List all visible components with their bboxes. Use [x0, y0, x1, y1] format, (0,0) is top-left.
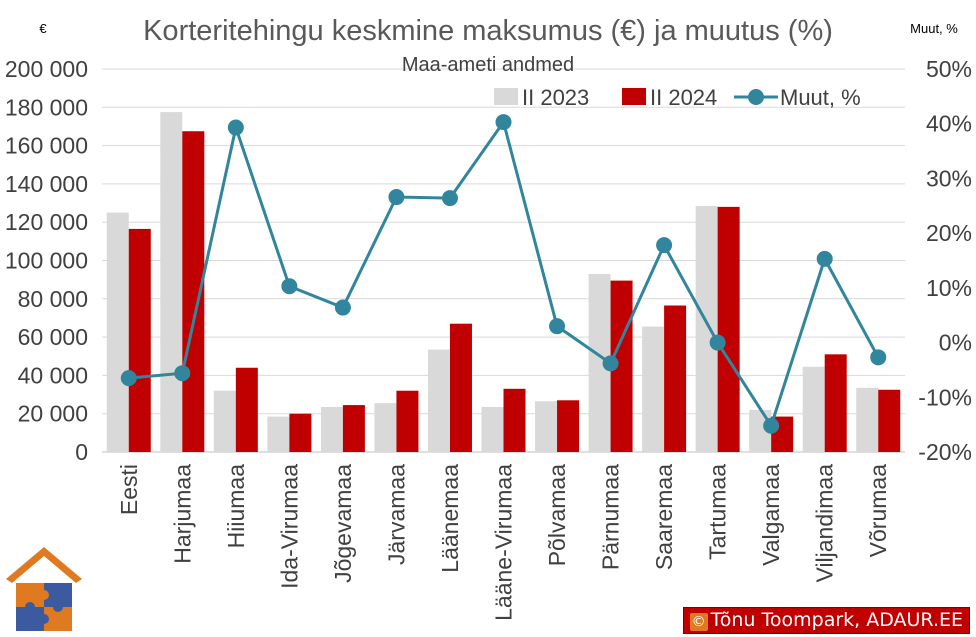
change-point — [120, 370, 137, 387]
change-point — [816, 250, 833, 267]
left-tick-label: 20 000 — [18, 401, 88, 427]
category-label: Eesti — [116, 464, 142, 515]
bar-2023 — [588, 273, 611, 452]
chart-subtitle: Maa-ameti andmed — [402, 54, 574, 76]
right-tick-label: 10% — [926, 275, 972, 301]
bar-2024 — [396, 390, 419, 452]
bar-2024 — [824, 354, 847, 452]
change-point — [656, 237, 673, 254]
left-axis-unit: € — [39, 21, 47, 36]
category-labels: Eesti Harjumaa Hiiumaa Ida-Virumaa Jõgevamaa… — [116, 464, 891, 621]
legend-swatch-2024 — [622, 88, 646, 105]
right-tick-label: 20% — [926, 220, 972, 246]
chart-title: Korteritehingu keskmine maksumus (€) ja … — [143, 15, 833, 47]
bar-2023 — [106, 212, 129, 452]
change-point — [709, 334, 726, 351]
credit-text: Tõnu Toompark, ADAUR.EE — [710, 609, 963, 631]
bar-2023 — [267, 416, 290, 452]
right-tick-label: -10% — [918, 384, 972, 410]
bars — [106, 112, 901, 453]
left-tick-label: 0 — [75, 439, 88, 465]
bar-2023 — [856, 387, 879, 452]
change-point — [763, 417, 780, 434]
credit-badge: © Tõnu Toompark, ADAUR.EE — [682, 607, 970, 634]
category-label: Valgamaa — [758, 464, 784, 566]
change-point — [495, 114, 512, 131]
legend-marker — [748, 89, 764, 105]
bar-2023 — [160, 112, 183, 453]
bar-2024 — [449, 323, 472, 452]
bar-2024 — [878, 389, 901, 452]
bar-2024 — [128, 228, 151, 452]
bar-2023 — [213, 390, 236, 452]
left-tick-label: 60 000 — [18, 324, 88, 350]
bar-2023 — [535, 401, 558, 452]
bar-2023 — [320, 406, 343, 452]
right-tick-label: 40% — [926, 111, 972, 137]
category-label: Harjumaa — [169, 464, 195, 564]
category-label: Põlvamaa — [544, 464, 570, 566]
left-tick-label: 80 000 — [18, 286, 88, 312]
right-tick-label: 0% — [939, 330, 972, 356]
category-label: Jõgevamaa — [330, 464, 356, 583]
bar-2023 — [695, 205, 718, 452]
change-point — [227, 119, 244, 136]
right-tick-label: 30% — [926, 165, 972, 191]
left-tick-label: 140 000 — [5, 171, 88, 197]
category-label: Pärnumaa — [598, 464, 624, 570]
left-tick-label: 40 000 — [18, 362, 88, 388]
bar-2023 — [427, 349, 450, 452]
category-label: Tartumaa — [705, 464, 731, 560]
change-point — [388, 189, 405, 206]
bar-2024 — [664, 305, 687, 452]
change-point — [870, 349, 887, 366]
legend-label-change: Muut, % — [780, 85, 861, 110]
bar-2023 — [374, 403, 397, 452]
right-tick-label: 50% — [926, 56, 972, 82]
left-tick-label: 160 000 — [5, 133, 88, 159]
change-line — [120, 114, 887, 434]
category-label: Lääne-Virumaa — [491, 464, 517, 621]
category-label: Järvamaa — [383, 464, 409, 565]
house-puzzle-logo — [6, 547, 82, 631]
bar-2024 — [717, 206, 740, 452]
bar-2023 — [481, 406, 504, 452]
left-tick-label: 200 000 — [5, 56, 88, 82]
copyright-icon: © — [689, 613, 708, 631]
category-label: Hiiumaa — [223, 464, 249, 549]
category-label: Saaremaa — [651, 464, 677, 570]
bar-2023 — [802, 366, 825, 452]
bar-2024 — [503, 388, 526, 452]
change-point — [441, 190, 458, 207]
left-tick-label: 120 000 — [5, 209, 88, 235]
legend-swatch-2023 — [494, 88, 518, 105]
change-point — [334, 299, 351, 316]
legend: II 2023 II 2024 Muut, % — [494, 85, 861, 110]
left-tick-label: 100 000 — [5, 248, 88, 274]
change-point — [174, 365, 191, 382]
right-axis-ticks: -20% -10% 0% 10% 20% 30% 40% 50% — [918, 56, 972, 465]
category-label: Läänemaa — [437, 464, 463, 573]
bar-2024 — [289, 413, 312, 452]
category-label: Võrumaa — [865, 464, 891, 558]
change-point — [549, 318, 566, 335]
bar-2024 — [235, 367, 258, 452]
left-axis-ticks: 0 20 000 40 000 60 000 80 000 100 000 120 000 1… — [5, 56, 88, 465]
change-point — [281, 278, 298, 295]
change-point — [602, 355, 619, 372]
bar-2024 — [557, 400, 580, 452]
legend-label-2024: II 2024 — [650, 85, 717, 110]
left-tick-label: 180 000 — [5, 94, 88, 120]
legend-label-2023: II 2023 — [522, 85, 589, 110]
category-label: Viljandimaa — [812, 464, 838, 583]
category-label: Ida-Virumaa — [276, 464, 302, 589]
bar-2023 — [642, 326, 665, 452]
bar-2024 — [342, 405, 365, 452]
right-tick-label: -20% — [918, 439, 972, 465]
right-axis-unit: Muut, % — [910, 21, 958, 36]
